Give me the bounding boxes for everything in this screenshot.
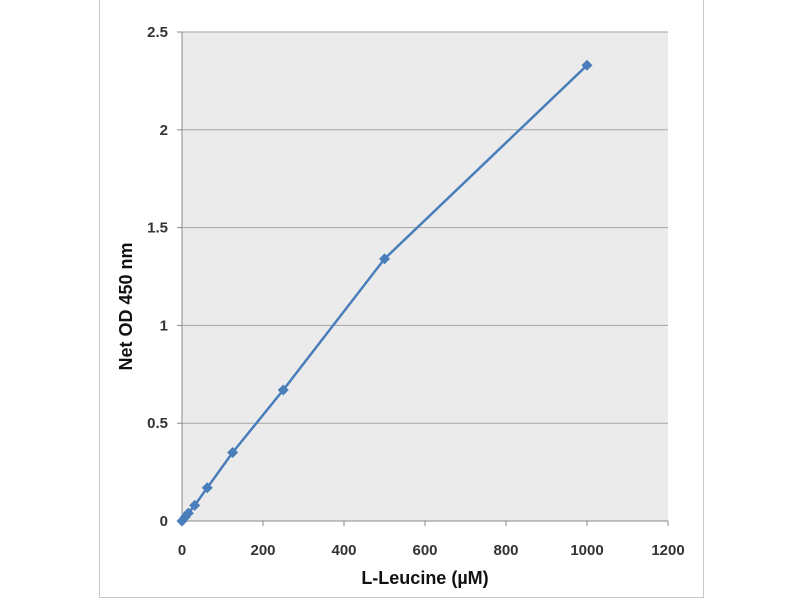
data-point-diamond — [182, 507, 194, 519]
x-axis-title: L-Leucine (µM) — [361, 568, 488, 588]
x-tick-label: 600 — [412, 542, 437, 559]
y-tick-label: 0.5 — [147, 415, 168, 432]
series-layer — [176, 59, 593, 527]
y-tick-label: 2.5 — [147, 24, 168, 41]
data-point-diamond — [189, 499, 201, 511]
x-axis-ticks: 0 200 400 600 800 1000 1200 — [178, 521, 685, 559]
x-tick-label: 800 — [493, 542, 518, 559]
y-tick-label: 1 — [160, 317, 168, 334]
data-point-diamond — [227, 447, 239, 459]
y-tick-label: 1.5 — [147, 220, 168, 237]
y-tick-label: 2 — [160, 122, 168, 139]
data-point-diamond — [379, 253, 390, 265]
data-point-diamond — [277, 384, 289, 396]
data-point-diamond — [201, 482, 213, 494]
y-tick-label: 0 — [160, 513, 168, 530]
y-axis-ticks: 0 0.5 1 1.5 2 2.5 — [147, 24, 182, 530]
data-point-diamond — [581, 59, 593, 71]
x-tick-label: 1200 — [651, 542, 684, 559]
x-tick-label: 0 — [178, 542, 186, 559]
x-tick-label: 200 — [250, 542, 275, 559]
x-tick-label: 1000 — [570, 542, 603, 559]
y-axis-title: Net OD 450 nm — [116, 242, 136, 370]
gridlines — [182, 31, 668, 424]
plot-area — [182, 32, 668, 521]
x-tick-label: 400 — [331, 542, 356, 559]
